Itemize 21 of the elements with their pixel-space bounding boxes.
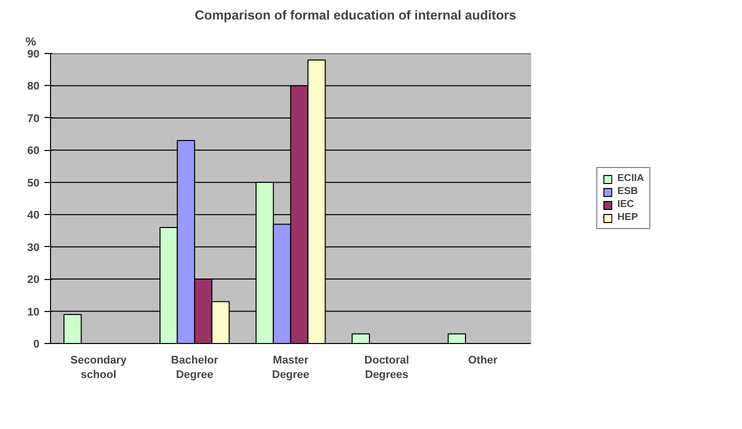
chart-title: Comparison of formal education of internal auditors (194, 8, 516, 22)
y-tick-label: 40 (27, 210, 40, 222)
x-tick-label: Doctoral Degrees (364, 354, 410, 381)
x-tick-label: Secondary school (70, 354, 128, 381)
x-tick-label: Bachelor Degree (171, 354, 219, 381)
x-tick-label: Other (468, 354, 498, 366)
y-tick-label: 20 (27, 274, 40, 286)
legend-label: ESB (617, 186, 638, 197)
y-tick-label: 10 (27, 306, 40, 318)
y-tick-label: 30 (27, 242, 40, 254)
y-tick-label: 50 (27, 177, 40, 190)
y-axis-title: % (26, 34, 36, 48)
y-tick-label: 70 (27, 112, 40, 125)
y-tick-label: 60 (27, 145, 40, 158)
y-tick-label: 90 (27, 48, 40, 60)
legend-label: IEC (617, 199, 635, 210)
y-tick-label: 80 (27, 80, 40, 93)
x-tick-label: Master Degree (272, 354, 310, 381)
y-tick-label: 0 (33, 338, 40, 350)
legend-label: HEP (617, 212, 638, 223)
legend-label: ECIIA (617, 173, 644, 184)
